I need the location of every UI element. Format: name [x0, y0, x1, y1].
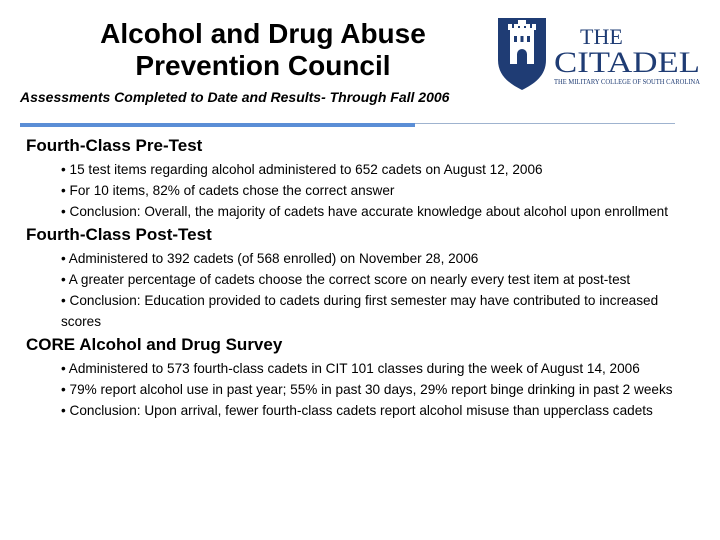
section-pre-test: Fourth-Class Pre-Test • 15 test items re… [26, 136, 696, 222]
page-subtitle: Assessments Completed to Date and Result… [20, 89, 450, 105]
bullet-list: • Administered to 392 cadets (of 568 enr… [61, 248, 696, 332]
bullet-item: • Administered to 573 fourth-class cadet… [61, 361, 640, 376]
bullet-item: • Administered to 392 cadets (of 568 enr… [61, 251, 479, 266]
section-heading: CORE Alcohol and Drug Survey [26, 335, 283, 354]
bullet-list: • 15 test items regarding alcohol admini… [61, 159, 696, 222]
logo-word-citadel: CITADEL [554, 46, 700, 79]
logo-tagline: THE MILITARY COLLEGE OF SOUTH CAROLINA [554, 78, 700, 86]
section-heading: Fourth-Class Post-Test [26, 225, 212, 244]
bullet-item: • 79% report alcohol use in past year; 5… [61, 382, 673, 397]
logo-word-the: THE [580, 24, 623, 49]
bullet-list: • Administered to 573 fourth-class cadet… [61, 358, 696, 421]
page-title: Alcohol and Drug Abuse Prevention Counci… [40, 18, 486, 82]
section-core-survey: CORE Alcohol and Drug Survey • Administe… [26, 335, 696, 421]
section-post-test: Fourth-Class Post-Test • Administered to… [26, 225, 696, 332]
citadel-logo: THE CITADEL THE MILITARY COLLEGE OF SOUT… [498, 18, 700, 90]
bullet-item: • Conclusion: Overall, the majority of c… [61, 204, 669, 219]
title-line-2: Prevention Council [135, 50, 391, 81]
bullet-item: • Conclusion: Upon arrival, fewer fourth… [61, 403, 653, 418]
bullet-item: • A greater percentage of cadets choose … [61, 272, 631, 287]
bullet-item: • 15 test items regarding alcohol admini… [61, 162, 543, 177]
content-sections: Fourth-Class Pre-Test • 15 test items re… [26, 136, 696, 424]
bullet-item: • Conclusion: Education provided to cade… [61, 293, 659, 329]
divider-accent-bar [20, 123, 415, 127]
section-heading: Fourth-Class Pre-Test [26, 136, 203, 155]
bullet-item: • For 10 items, 82% of cadets chose the … [61, 183, 395, 198]
title-line-1: Alcohol and Drug Abuse [100, 18, 426, 49]
